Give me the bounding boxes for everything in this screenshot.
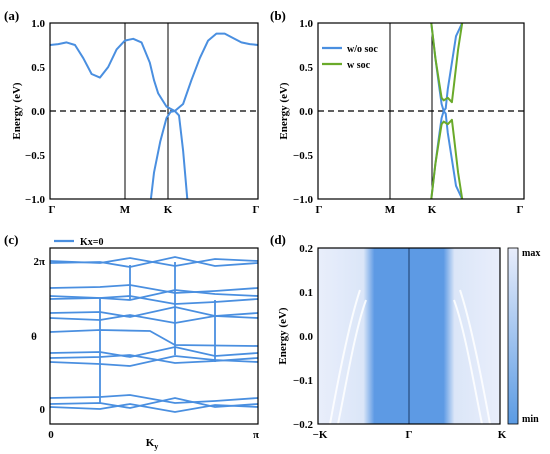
y-tick-label: 0.0 [31,106,45,118]
panel-d-frame [317,247,501,425]
x-tick-label: 0 [48,429,54,441]
panel-c-xlabel-main: K [146,437,155,449]
legend-label-wo-soc: w/o soc [347,44,378,55]
legend-label-kx0: Kx=0 [80,237,103,248]
y-tick-label: −0.2 [293,419,314,431]
panel-a-frame [49,22,259,200]
y-tick-label: −1.0 [25,194,46,206]
surface-arc [453,299,483,424]
wannier-line [50,355,258,367]
y-tick-label: 1.0 [299,18,313,30]
surface-state-arcs [329,289,491,424]
x-tick-label: Γ [406,429,413,441]
panel-a-yticks: 1.0 0.5 0.0 −0.5 −1.0 [25,18,46,206]
panel-a-ylabel: Energy (eV) [11,82,23,139]
wannier-line [50,397,258,409]
panel-b-xticks: Γ M K Γ [316,204,524,216]
legend-label-w-soc: w soc [347,60,371,71]
surface-arc [459,289,491,424]
panel-c: (c) θ Kx=0 2π 0 0 π Ky [4,232,259,451]
panel-b-yticks: 1.0 0.5 0.0 −0.5 −1.0 [293,18,314,206]
colorbar-min-label: min [522,414,539,425]
panel-c-xlabel: Ky [146,437,159,451]
y-tick-label: −0.1 [293,375,313,387]
x-tick-label: Γ [517,204,524,216]
panel-b: (b) Energy (eV) w/o soc w soc 1.0 0.5 0.… [270,8,525,216]
panel-c-ylabel: θ [31,331,37,343]
x-tick-label: −K [313,429,328,441]
panel-b-label: (b) [270,8,286,23]
panel-b-frame [317,22,525,200]
x-tick-label: K [428,204,437,216]
y-tick-label: 0.0 [299,106,313,118]
wannier-line [50,284,258,294]
y-tick-label: 0.1 [299,287,313,299]
y-tick-label: 0.5 [31,62,45,74]
panel-b-bands [430,23,464,199]
wannier-line [50,329,258,347]
y-tick-label: −0.5 [25,150,46,162]
panel-d-label: (d) [270,232,286,247]
y-tick-label: 0 [40,404,46,416]
y-tick-label: 0.5 [299,62,313,74]
wannier-line [50,306,258,318]
x-tick-label: M [120,204,131,216]
panel-a-bands [50,32,258,199]
wannier-line [50,403,258,413]
wannier-line [50,256,258,268]
band-line-1 [149,110,189,199]
panel-a-label: (a) [4,8,19,23]
x-tick-label: K [164,204,173,216]
panel-c-frame [49,247,259,425]
panel-a: (a) Energy (eV) 1.0 0.5 0.0 −0.5 −1.0 Γ … [4,8,260,216]
surface-arc [337,299,367,424]
x-tick-label: Γ [316,204,323,216]
wannier-line [50,394,258,404]
band-line-w-soc [430,23,464,104]
x-tick-label: Γ [49,204,56,216]
panel-d: (d) Energy (eV) 0.2 0.1 0.0 −0.1 −0.2 −K… [270,232,540,441]
panel-c-legend: Kx=0 [54,237,103,248]
panel-b-legend: w/o soc w soc [322,44,378,71]
panel-b-ylabel: Energy (eV) [278,82,290,139]
y-tick-label: 0.0 [299,331,313,343]
y-tick-label: 1.0 [31,18,45,30]
band-line-w-soc-lower [430,118,464,199]
surface-arc [329,289,361,424]
y-tick-label: 0.2 [299,243,313,255]
y-tick-label: 2π [33,256,45,268]
x-tick-label: π [253,429,259,441]
y-tick-label: −1.0 [293,194,314,206]
x-tick-label: K [498,429,507,441]
panel-c-wannier-lines [50,256,258,413]
panel-d-spectral-map [318,248,500,424]
y-tick-label: −0.5 [293,150,314,162]
wannier-line [50,354,258,364]
panel-d-xticks: −K Γ K [313,429,507,441]
colorbar-max-label: max [522,248,540,259]
x-tick-label: Γ [253,204,260,216]
panel-d-ylabel: Energy (eV) [277,307,289,364]
wannier-line [50,314,258,324]
x-tick-label: M [385,204,396,216]
wannier-line [50,346,258,358]
panel-d-yticks: 0.2 0.1 0.0 −0.1 −0.2 [293,243,314,431]
panel-c-xlabel-sub: y [154,442,158,451]
band-line-0 [50,32,258,112]
wannier-line [50,295,258,305]
panel-a-xticks: Γ M K Γ [49,204,260,216]
panel-c-label: (c) [4,232,18,247]
colorbar [507,247,519,425]
